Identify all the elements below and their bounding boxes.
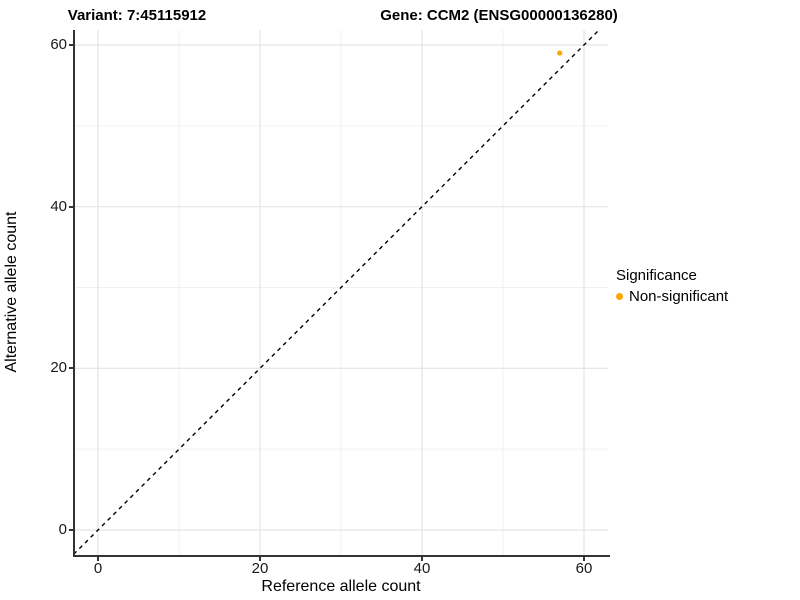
identity-dashed-line (75, 30, 601, 554)
x-tick-label: 20 (251, 560, 269, 577)
legend: Significance Non-significant (616, 267, 796, 305)
x-tick-mark (421, 557, 423, 561)
y-axis-title: Alternative allele count (3, 211, 20, 373)
y-tick-mark (69, 367, 73, 370)
plot-canvas (75, 30, 608, 555)
y-tick-label: 60 (50, 36, 67, 53)
data-point[interactable] (557, 50, 563, 56)
y-axis-line (73, 30, 75, 557)
x-tick-mark (259, 557, 261, 561)
x-tick-mark (583, 557, 585, 561)
x-tick-label: 60 (575, 560, 593, 577)
y-tick-mark (69, 529, 73, 531)
x-axis-title: Reference allele count (261, 578, 421, 595)
x-tick-mark (97, 557, 99, 561)
x-tick-label: 40 (413, 560, 431, 577)
legend-entry: Non-significant (616, 288, 796, 305)
y-tick-label: 40 (50, 197, 67, 215)
x-tick-label: 0 (93, 560, 103, 577)
y-tick-mark (69, 44, 73, 46)
legend-entry-label: Non-significant (629, 288, 729, 305)
legend-title: Significance (616, 267, 697, 284)
legend-point-icon (616, 293, 623, 300)
x-axis-line (73, 555, 610, 557)
plot-title-variant: Variant: 7:45115912 (67, 7, 207, 24)
y-tick-label: 0 (58, 521, 67, 538)
y-tick-mark (69, 205, 73, 208)
plot-panel (75, 30, 608, 555)
y-tick-label: 20 (50, 359, 67, 377)
plot-title-gene: Gene: CCM2 (ENSG00000136280) (380, 7, 618, 24)
